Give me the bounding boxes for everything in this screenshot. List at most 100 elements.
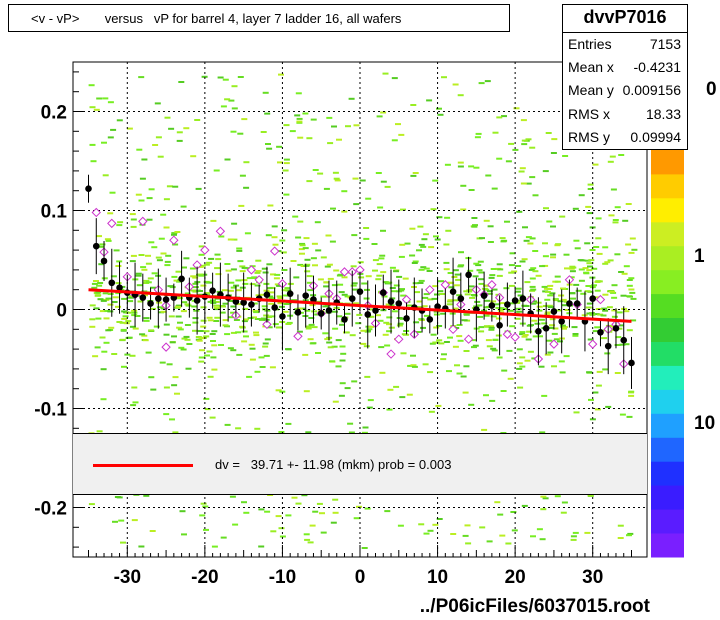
density-cell: [550, 225, 556, 228]
density-cell: [544, 290, 551, 293]
density-cell: [487, 225, 494, 228]
density-cell: [537, 335, 543, 338]
density-cell: [538, 365, 545, 368]
density-cell: [192, 276, 199, 279]
density-cell: [258, 318, 265, 321]
density-cell: [577, 259, 584, 262]
density-cell: [296, 307, 303, 310]
density-cell: [380, 271, 387, 274]
density-cell: [379, 371, 386, 374]
density-cell: [398, 133, 405, 136]
density-cell: [330, 207, 336, 210]
density-cell: [198, 337, 205, 340]
profile-point: [434, 303, 441, 310]
density-cell: [336, 274, 343, 277]
profile-point: [379, 289, 387, 296]
density-cell: [160, 213, 167, 216]
density-cell: [476, 304, 483, 307]
density-cell: [297, 136, 304, 139]
density-cell: [143, 494, 150, 497]
density-cell: [602, 368, 609, 371]
density-cell: [539, 265, 546, 268]
density-cell: [462, 534, 469, 537]
density-cell: [527, 242, 534, 245]
density-cell: [559, 324, 566, 327]
density-cell: [562, 155, 569, 157]
density-cell: [130, 254, 137, 257]
density-cell: [88, 84, 95, 87]
density-cell: [304, 263, 311, 266]
density-cell: [316, 502, 323, 505]
density-cell: [157, 155, 164, 158]
density-cell: [239, 326, 246, 329]
density-cell: [193, 309, 200, 312]
density-cell: [610, 291, 617, 294]
density-cell: [307, 338, 314, 341]
density-cell: [550, 256, 556, 259]
density-cell: [423, 532, 430, 535]
density-cell: [558, 360, 565, 363]
colorbar-segment: [651, 150, 684, 175]
density-cell: [363, 227, 370, 229]
density-cell: [139, 177, 146, 180]
density-cell: [176, 131, 183, 134]
profile-point: [317, 310, 325, 317]
open-point: [339, 267, 350, 277]
open-point: [254, 275, 264, 285]
colorbar-segment: [651, 317, 684, 342]
density-cell: [331, 125, 337, 128]
density-cell: [115, 292, 122, 295]
density-cell: [122, 315, 129, 318]
density-cell: [262, 91, 269, 94]
density-cell: [463, 350, 470, 352]
density-cell: [297, 263, 304, 266]
density-cell: [280, 251, 287, 254]
density-cell: [93, 280, 99, 282]
open-point: [215, 226, 226, 236]
density-cell: [206, 316, 213, 319]
density-cell: [432, 179, 439, 182]
open-point: [394, 334, 404, 344]
density-cell: [267, 204, 274, 207]
density-cell: [586, 212, 593, 215]
density-cell: [304, 538, 311, 541]
density-cell: [224, 98, 231, 101]
density-cell: [494, 501, 501, 504]
footer-filename: ../P06icFiles/6037015.root: [419, 596, 650, 617]
density-cell: [115, 265, 122, 267]
density-cell: [527, 350, 534, 353]
density-cell: [151, 246, 158, 249]
density-cell: [496, 274, 503, 277]
density-cell: [364, 375, 371, 378]
density-cell: [129, 260, 136, 263]
density-cell: [243, 186, 250, 189]
density-cell: [628, 288, 635, 291]
density-cell: [117, 221, 124, 224]
density-cell: [326, 341, 333, 344]
density-cell: [585, 306, 592, 309]
density-cell: [529, 146, 536, 149]
density-cell: [172, 243, 179, 246]
density-cell: [185, 367, 192, 370]
density-cell: [488, 276, 495, 279]
density-cell: [243, 267, 250, 270]
density-cell: [578, 194, 585, 197]
density-cell: [628, 251, 635, 254]
density-cell: [411, 262, 418, 264]
density-cell: [592, 163, 599, 166]
density-cell: [169, 341, 176, 344]
density-cell: [381, 295, 388, 298]
density-cell: [189, 267, 196, 270]
colorbar-segment: [651, 245, 684, 271]
density-cell: [496, 263, 503, 266]
density-cell: [207, 300, 214, 303]
density-cell: [501, 115, 507, 118]
stats-value: 7153: [649, 36, 681, 52]
density-cell: [509, 325, 516, 328]
density-cell: [200, 319, 207, 322]
density-cell: [266, 326, 273, 329]
density-cell: [593, 313, 600, 316]
density-cell: [306, 137, 313, 140]
density-cell: [344, 312, 351, 315]
density-cell: [138, 199, 145, 202]
